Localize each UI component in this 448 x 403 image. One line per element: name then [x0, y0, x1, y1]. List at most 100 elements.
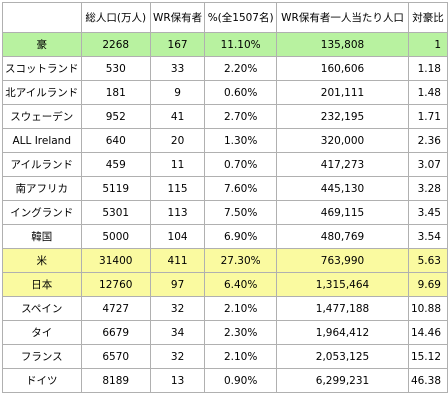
table-row: スコットランド 530 33 2.20% 160,606 1.18 — [2, 56, 448, 81]
population-per-holder-cell: 201,111 — [276, 80, 409, 105]
population-cell: 5119 — [80, 176, 151, 201]
wr-holders-cell: 33 — [149, 56, 206, 81]
percent-cell: 6.40% — [204, 272, 278, 297]
country-cell: イングランド — [2, 200, 82, 225]
population-per-holder-cell: 445,130 — [276, 176, 409, 201]
population-cell: 5301 — [80, 200, 151, 225]
table-row: 韓国 5000 104 6.90% 480,769 3.54 — [2, 224, 448, 249]
table-row: スペイン 4727 32 2.10% 1,477,188 10.88 — [2, 296, 448, 321]
header-cell-population: 総人口(万人) — [80, 2, 151, 33]
percent-cell: 2.10% — [204, 296, 278, 321]
population-cell: 6570 — [80, 344, 151, 369]
population-per-holder-cell: 232,195 — [276, 104, 409, 129]
percent-cell: 2.30% — [204, 320, 278, 345]
population-per-holder-cell: 763,990 — [276, 248, 409, 273]
country-cell: 米 — [2, 248, 82, 273]
ratio-cell: 3.54 — [407, 224, 448, 249]
ratio-cell: 1 — [407, 32, 448, 57]
population-per-holder-cell: 2,053,125 — [276, 344, 409, 369]
header-row: 総人口(万人) WR保有者 %(全1507名) WR保有者一人当たり人口 対豪比 — [2, 2, 448, 33]
percent-cell: 0.60% — [204, 80, 278, 105]
wr-holders-cell: 113 — [149, 200, 206, 225]
ratio-cell: 10.88 — [407, 296, 448, 321]
country-cell: ALL Ireland — [2, 128, 82, 153]
header-cell-wr-holders: WR保有者 — [149, 2, 206, 33]
table-row: タイ 6679 34 2.30% 1,964,412 14.46 — [2, 320, 448, 345]
country-cell: スウェーデン — [2, 104, 82, 129]
header-cell-percent: %(全1507名) — [204, 2, 278, 33]
percent-cell: 2.20% — [204, 56, 278, 81]
population-per-holder-cell: 1,477,188 — [276, 296, 409, 321]
percent-cell: 11.10% — [204, 32, 278, 57]
country-cell: 豪 — [2, 32, 82, 57]
percent-cell: 7.60% — [204, 176, 278, 201]
ratio-cell: 46.38 — [407, 368, 448, 393]
table-row: 日本 12760 97 6.40% 1,315,464 9.69 — [2, 272, 448, 297]
population-cell: 952 — [80, 104, 151, 129]
wr-holders-cell: 9 — [149, 80, 206, 105]
wr-holders-cell: 20 — [149, 128, 206, 153]
population-cell: 2268 — [80, 32, 151, 57]
population-per-holder-cell: 1,964,412 — [276, 320, 409, 345]
header-cell-population-per-holder: WR保有者一人当たり人口 — [276, 2, 409, 33]
country-cell: 日本 — [2, 272, 82, 297]
country-cell: ドイツ — [2, 368, 82, 393]
population-per-holder-cell: 469,115 — [276, 200, 409, 225]
wr-holders-cell: 97 — [149, 272, 206, 297]
table-body: 総人口(万人) WR保有者 %(全1507名) WR保有者一人当たり人口 対豪比… — [2, 2, 448, 393]
population-cell: 181 — [80, 80, 151, 105]
wr-holders-cell: 411 — [149, 248, 206, 273]
population-per-holder-cell: 6,299,231 — [276, 368, 409, 393]
wr-holders-cell: 167 — [149, 32, 206, 57]
population-cell: 6679 — [80, 320, 151, 345]
table-row: 豪 2268 167 11.10% 135,808 1 — [2, 32, 448, 57]
table-row: ALL Ireland 640 20 1.30% 320,000 2.36 — [2, 128, 448, 153]
ratio-cell: 1.71 — [407, 104, 448, 129]
ratio-cell: 3.07 — [407, 152, 448, 177]
table-row: 南アフリカ 5119 115 7.60% 445,130 3.28 — [2, 176, 448, 201]
percent-cell: 2.10% — [204, 344, 278, 369]
population-cell: 459 — [80, 152, 151, 177]
population-per-holder-cell: 135,808 — [276, 32, 409, 57]
wr-holders-cell: 104 — [149, 224, 206, 249]
ratio-cell: 5.63 — [407, 248, 448, 273]
population-cell: 4727 — [80, 296, 151, 321]
ratio-cell: 3.28 — [407, 176, 448, 201]
country-cell: スコットランド — [2, 56, 82, 81]
wr-holders-cell: 34 — [149, 320, 206, 345]
population-per-holder-cell: 1,315,464 — [276, 272, 409, 297]
ratio-cell: 2.36 — [407, 128, 448, 153]
country-cell: タイ — [2, 320, 82, 345]
header-cell-country — [2, 2, 82, 33]
wr-holders-cell: 32 — [149, 296, 206, 321]
percent-cell: 0.70% — [204, 152, 278, 177]
percent-cell: 2.70% — [204, 104, 278, 129]
population-cell: 530 — [80, 56, 151, 81]
ratio-cell: 1.18 — [407, 56, 448, 81]
ratio-cell: 15.12 — [407, 344, 448, 369]
population-cell: 5000 — [80, 224, 151, 249]
wr-holders-cell: 115 — [149, 176, 206, 201]
country-cell: スペイン — [2, 296, 82, 321]
table-row: フランス 6570 32 2.10% 2,053,125 15.12 — [2, 344, 448, 369]
country-cell: 北アイルランド — [2, 80, 82, 105]
population-cell: 640 — [80, 128, 151, 153]
percent-cell: 1.30% — [204, 128, 278, 153]
wr-holders-cell: 32 — [149, 344, 206, 369]
population-cell: 12760 — [80, 272, 151, 297]
wr-holders-cell: 11 — [149, 152, 206, 177]
population-per-holder-cell: 160,606 — [276, 56, 409, 81]
country-cell: 南アフリカ — [2, 176, 82, 201]
population-per-holder-cell: 320,000 — [276, 128, 409, 153]
percent-cell: 0.90% — [204, 368, 278, 393]
country-cell: 韓国 — [2, 224, 82, 249]
population-per-holder-cell: 417,273 — [276, 152, 409, 177]
table-row: スウェーデン 952 41 2.70% 232,195 1.71 — [2, 104, 448, 129]
wr-holders-cell: 13 — [149, 368, 206, 393]
country-cell: アイルランド — [2, 152, 82, 177]
ratio-cell: 14.46 — [407, 320, 448, 345]
table-row: ドイツ 8189 13 0.90% 6,299,231 46.38 — [2, 368, 448, 393]
percent-cell: 7.50% — [204, 200, 278, 225]
table-row: イングランド 5301 113 7.50% 469,115 3.45 — [2, 200, 448, 225]
percent-cell: 27.30% — [204, 248, 278, 273]
